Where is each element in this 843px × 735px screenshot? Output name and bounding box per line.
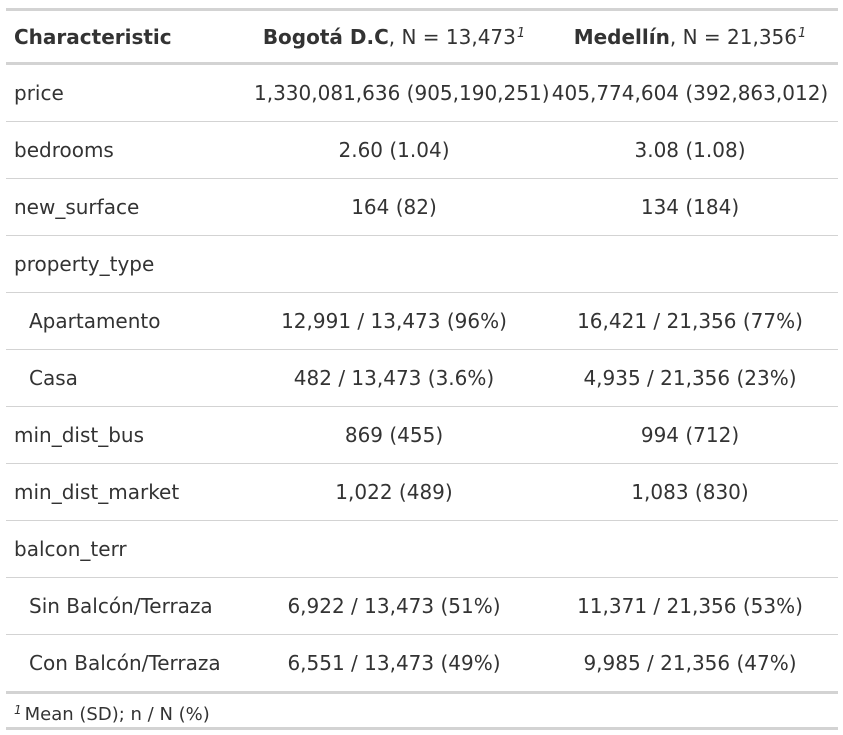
table-row: Casa 482 / 13,473 (3.6%) 4,935 / 21,356 … — [6, 350, 838, 407]
row-label: min_dist_bus — [14, 423, 145, 447]
header-bogota: Bogotá D.C, N = 13,4731 — [246, 10, 542, 64]
cell-bogota: 1,330,081,636 (905,190,251) — [254, 81, 550, 105]
header-bogota-name: Bogotá D.C — [262, 24, 389, 49]
cell-bogota: 482 / 13,473 (3.6%) — [293, 366, 495, 390]
table-header-row: Characteristic Bogotá D.C, N = 13,4731 M… — [6, 9, 838, 64]
cell-medellin: 994 (712) — [640, 423, 740, 447]
row-label: bedrooms — [14, 138, 114, 162]
cell-bogota: 6,551 / 13,473 (49%) — [287, 651, 501, 675]
cell-medellin: 134 (184) — [640, 195, 740, 219]
row-label: Con Balcón/Terraza — [29, 651, 221, 675]
row-label: balcon_terr — [14, 537, 127, 561]
row-label: min_dist_market — [14, 480, 180, 504]
table-row: price 1,330,081,636 (905,190,251) 405,77… — [6, 64, 838, 122]
cell-medellin: 11,371 / 21,356 (53%) — [577, 594, 803, 618]
cell-bogota — [246, 521, 542, 578]
cell-bogota — [246, 236, 542, 293]
summary-table: Characteristic Bogotá D.C, N = 13,4731 M… — [6, 8, 838, 694]
row-label: Casa — [29, 366, 78, 390]
cell-bogota: 164 (82) — [351, 195, 437, 219]
table-row: bedrooms 2.60 (1.04) 3.08 (1.08) — [6, 122, 838, 179]
table-footnote: 1 Mean (SD); n / N (%) — [6, 694, 838, 730]
cell-bogota: 12,991 / 13,473 (96%) — [281, 309, 507, 333]
row-label: new_surface — [14, 195, 140, 219]
table-row: min_dist_bus 869 (455) 994 (712) — [6, 407, 838, 464]
header-medellin-n: , N = 21,356 — [669, 24, 797, 49]
header-medellin-footnote-mark: 1 — [798, 25, 807, 41]
cell-medellin — [542, 236, 838, 293]
cell-bogota: 1,022 (489) — [335, 480, 453, 504]
table-row: Apartamento 12,991 / 13,473 (96%) 16,421… — [6, 293, 838, 350]
cell-medellin: 16,421 / 21,356 (77%) — [577, 309, 803, 333]
table-row: new_surface 164 (82) 134 (184) — [6, 179, 838, 236]
cell-bogota: 869 (455) — [344, 423, 444, 447]
footnote-text: Mean (SD); n / N (%) — [24, 704, 210, 725]
header-bogota-footnote-mark: 1 — [516, 25, 526, 41]
table-row: min_dist_market 1,022 (489) 1,083 (830) — [6, 464, 838, 521]
table-row: Sin Balcón/Terraza 6,922 / 13,473 (51%) … — [6, 578, 838, 635]
table-row: balcon_terr — [6, 521, 838, 578]
table-row: Con Balcón/Terraza 6,551 / 13,473 (49%) … — [6, 635, 838, 693]
table-row: property_type — [6, 236, 838, 293]
cell-bogota: 6,922 / 13,473 (51%) — [287, 594, 501, 618]
header-medellin-name: Medellín — [573, 24, 670, 49]
header-medellin: Medellín, N = 21,3561 — [542, 10, 838, 64]
header-bogota-n: , N = 13,473 — [388, 24, 516, 49]
header-characteristic: Characteristic — [14, 24, 172, 49]
cell-medellin: 9,985 / 21,356 (47%) — [583, 651, 797, 675]
cell-medellin: 3.08 (1.08) — [634, 138, 746, 162]
row-label: property_type — [14, 252, 155, 276]
row-label: Sin Balcón/Terraza — [29, 594, 213, 618]
cell-medellin: 4,935 / 21,356 (23%) — [583, 366, 797, 390]
row-label: price — [14, 81, 64, 105]
cell-medellin: 1,083 (830) — [631, 480, 749, 504]
cell-medellin — [542, 521, 838, 578]
cell-bogota: 2.60 (1.04) — [338, 138, 450, 162]
cell-medellin: 405,774,604 (392,863,012) — [551, 81, 829, 105]
summary-table-container: Characteristic Bogotá D.C, N = 13,4731 M… — [6, 8, 838, 730]
footnote-mark: 1 — [14, 703, 22, 717]
row-label: Apartamento — [29, 309, 161, 333]
